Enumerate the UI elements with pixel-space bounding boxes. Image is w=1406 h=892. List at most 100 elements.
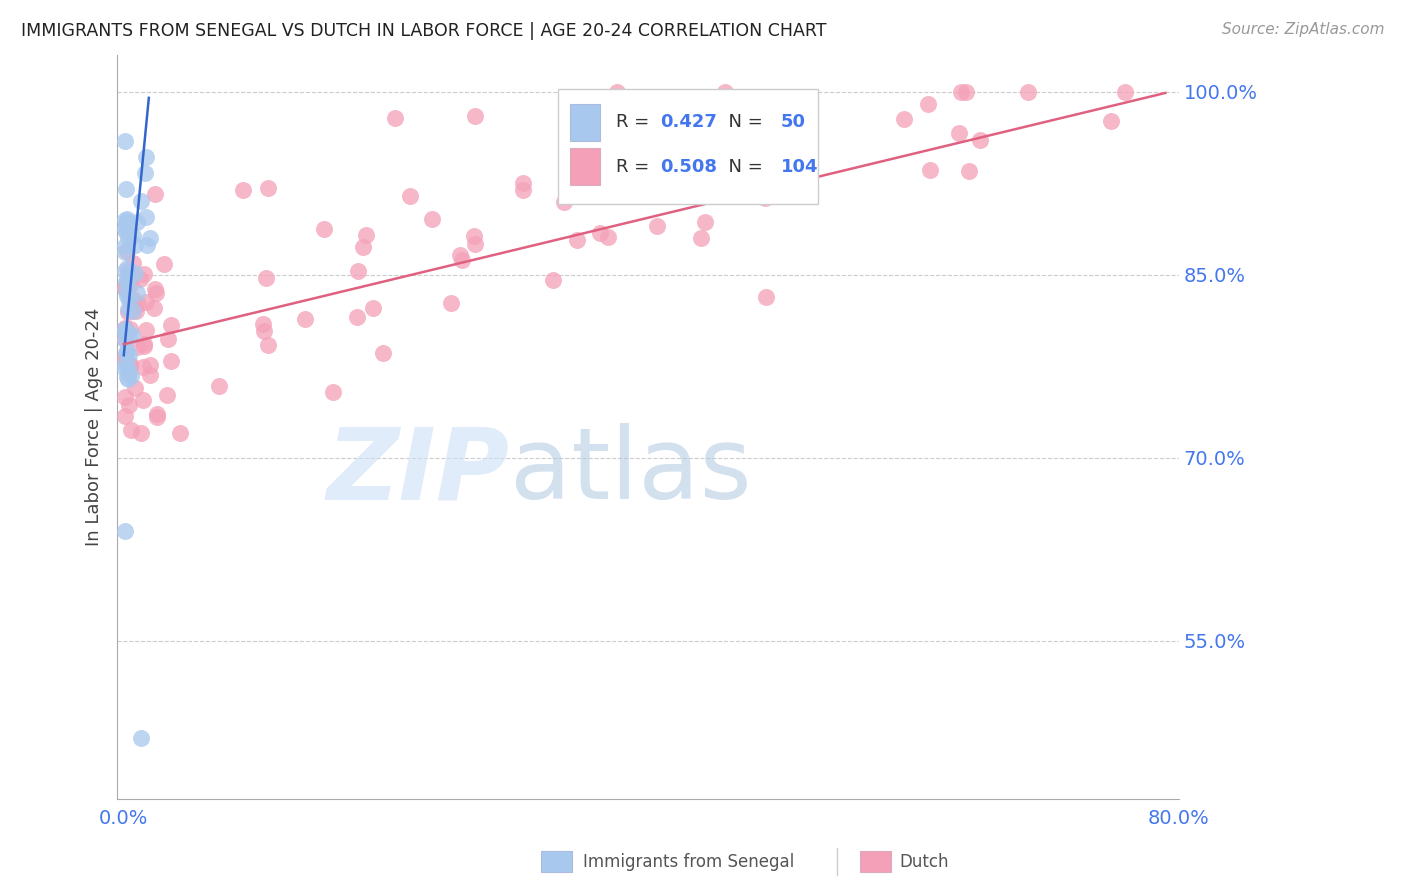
Y-axis label: In Labor Force | Age 20-24: In Labor Force | Age 20-24	[86, 308, 103, 547]
Point	[463, 228, 485, 243]
Point	[134, 166, 156, 180]
Point	[294, 311, 316, 326]
Text: Immigrants from Senegal: Immigrants from Senegal	[583, 853, 794, 871]
Point	[115, 225, 138, 239]
Point	[114, 524, 136, 538]
Point	[118, 321, 141, 335]
Point	[121, 256, 143, 270]
Point	[117, 371, 139, 385]
Point	[645, 219, 668, 234]
Point	[129, 272, 152, 286]
Point	[146, 407, 169, 421]
Point	[114, 134, 136, 148]
Point	[512, 177, 534, 191]
Point	[955, 85, 977, 99]
Point	[129, 426, 152, 441]
Point	[363, 301, 385, 316]
Point	[422, 212, 444, 227]
Point	[135, 150, 157, 164]
Point	[118, 365, 141, 379]
Bar	[571, 148, 600, 186]
Text: 50: 50	[780, 113, 806, 131]
Point	[159, 354, 181, 368]
Point	[120, 277, 142, 291]
Point	[322, 385, 344, 400]
Point	[115, 276, 138, 290]
Point	[117, 220, 139, 235]
Point	[118, 348, 141, 362]
Point	[118, 329, 141, 343]
Point	[439, 296, 461, 310]
Point	[115, 369, 138, 384]
Point	[114, 332, 136, 346]
Point	[114, 346, 136, 360]
Point	[1114, 85, 1136, 99]
Point	[449, 248, 471, 262]
Point	[135, 323, 157, 337]
Text: IMMIGRANTS FROM SENEGAL VS DUTCH IN LABOR FORCE | AGE 20-24 CORRELATION CHART: IMMIGRANTS FROM SENEGAL VS DUTCH IN LABO…	[21, 22, 827, 40]
Point	[589, 227, 612, 241]
Point	[115, 260, 138, 275]
Point	[256, 181, 278, 195]
Point	[115, 344, 138, 359]
Point	[120, 357, 142, 371]
Point	[114, 222, 136, 236]
Point	[132, 337, 155, 351]
Point	[117, 398, 139, 412]
Point	[115, 215, 138, 229]
Point	[948, 126, 970, 140]
Text: 0.427: 0.427	[661, 113, 717, 131]
Point	[949, 85, 972, 99]
Point	[957, 164, 980, 178]
Point	[124, 238, 146, 252]
Point	[117, 244, 139, 258]
Point	[755, 290, 778, 304]
Point	[115, 182, 138, 196]
Point	[630, 187, 652, 202]
Point	[114, 282, 136, 296]
Text: N =: N =	[717, 113, 768, 131]
Point	[689, 231, 711, 245]
Point	[207, 378, 229, 392]
Point	[565, 234, 588, 248]
Point	[127, 215, 149, 229]
Point	[115, 284, 138, 298]
Text: ZIP: ZIP	[328, 424, 510, 520]
Text: atlas: atlas	[510, 424, 752, 520]
Point	[114, 326, 136, 340]
Point	[139, 368, 162, 382]
Point	[114, 350, 136, 364]
Point	[129, 731, 152, 746]
Point	[689, 133, 711, 147]
Point	[586, 182, 609, 196]
Point	[127, 340, 149, 354]
Point	[346, 264, 368, 278]
Point	[132, 393, 155, 408]
Point	[121, 292, 143, 306]
Point	[114, 264, 136, 278]
Point	[399, 189, 422, 203]
Point	[232, 183, 254, 197]
Point	[117, 283, 139, 297]
Point	[312, 221, 335, 235]
Point	[114, 212, 136, 227]
Point	[253, 324, 276, 338]
Point	[156, 332, 179, 346]
Text: N =: N =	[717, 158, 768, 176]
Point	[122, 301, 145, 315]
Point	[124, 381, 146, 395]
Point	[464, 109, 486, 123]
Point	[917, 97, 939, 112]
Text: 104: 104	[780, 158, 818, 176]
Point	[464, 237, 486, 252]
Point	[893, 112, 915, 127]
Point	[160, 318, 183, 332]
Point	[114, 362, 136, 376]
Point	[256, 337, 278, 351]
Point	[120, 268, 142, 282]
Text: 0.508: 0.508	[661, 158, 717, 176]
Point	[117, 360, 139, 375]
Point	[120, 423, 142, 437]
Bar	[571, 103, 600, 141]
Point	[132, 268, 155, 282]
